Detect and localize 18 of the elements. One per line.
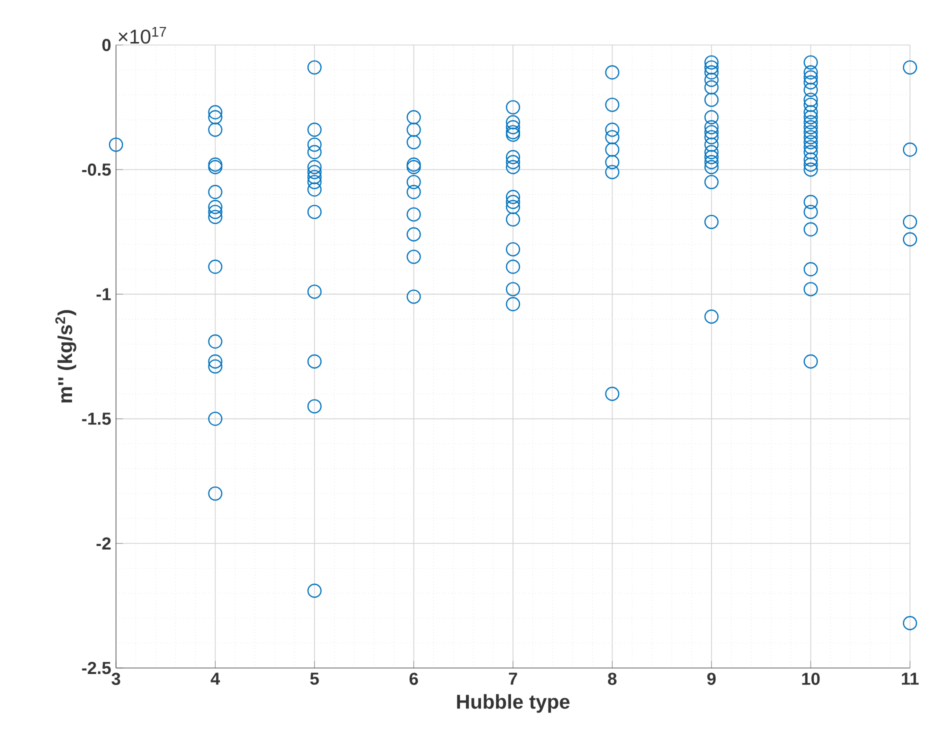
x-tick-label: 4 (210, 672, 220, 685)
y-axis-title: m'' (kg/s$^{2}$) (55, 310, 76, 402)
x-tick-label: 5 (310, 672, 319, 685)
y-tick-label: -2 (96, 537, 111, 550)
x-tick-label: 8 (608, 672, 617, 685)
x-tick-label: 9 (707, 672, 716, 685)
y-tick-label: 0 (102, 38, 111, 52)
x-tick-label: 10 (802, 672, 820, 685)
y-tick-label: -0.5 (82, 163, 111, 176)
y-tick-label: -2.5 (82, 662, 111, 674)
text: ×10$^{17}$ (118, 26, 166, 44)
y-tick-label: -1.5 (82, 412, 111, 425)
y-tick-label: -1 (96, 288, 111, 300)
x-tick-label: 6 (410, 672, 418, 685)
x-tick-label: 3 (112, 672, 120, 685)
x-tick-label: 7 (508, 672, 518, 685)
x-axis-title: Hubble type (457, 694, 570, 713)
x-tick-label: 11 (902, 672, 919, 685)
